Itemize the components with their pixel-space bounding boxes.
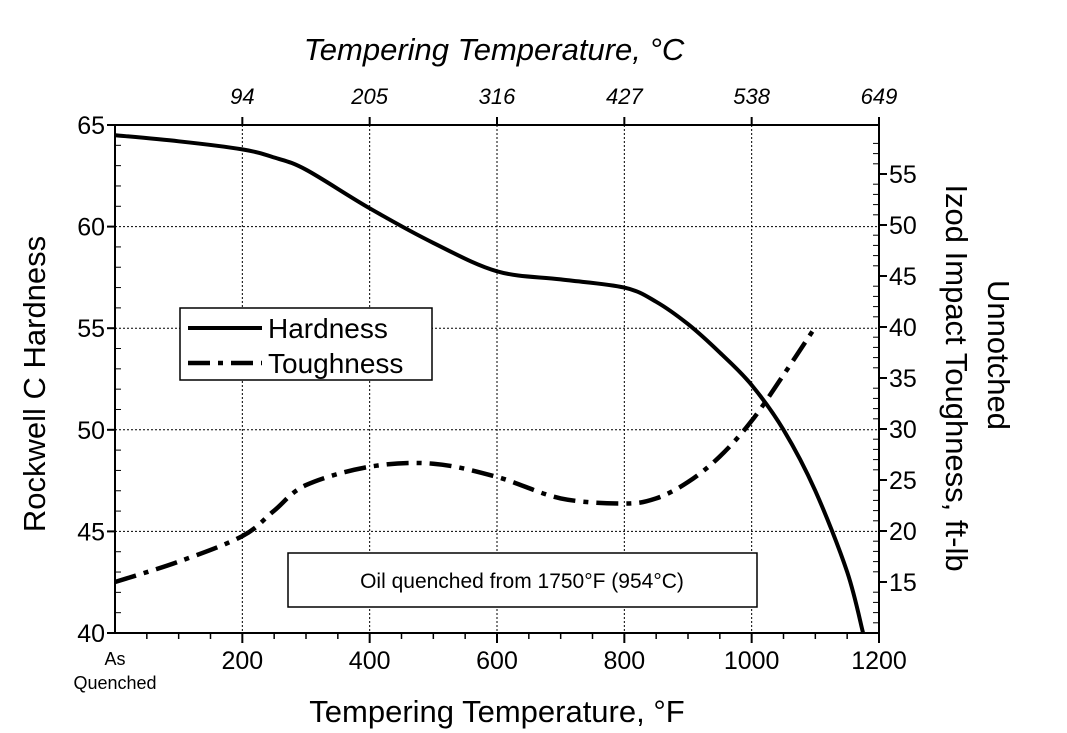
y-tick-label: 60 [77,214,105,242]
y2-tick-label: 40 [889,314,917,342]
tick-labels: 200 400 600 800 1000 1200 As Quenched 94 205 316 42… [73,84,916,693]
annotation-text: Oil quenched from 1750°F (954°C) [360,570,684,593]
annotation-box [287,552,758,608]
y-axis-title: Rockwell C Hardness [17,236,52,532]
y-tick-label: 50 [77,417,105,445]
y-tick-label: 40 [77,620,105,648]
y-tick-label: 55 [77,315,105,343]
series-layer [114,133,866,634]
x-axis-title: Tempering Temperature, °F [309,694,684,729]
x-origin-label-line1: As [104,649,125,669]
x2-tick-label: 427 [606,84,643,109]
y-tick-label: 45 [77,518,105,546]
x-origin-label-line2: Quenched [73,673,156,693]
annotation: Oil quenched from 1750°F (954°C) [287,552,758,608]
x-tick-label: 800 [603,647,645,675]
legend-label-hardness: Hardness [268,313,388,344]
x2-axis-title: Tempering Temperature, °C [304,32,685,67]
y2-axis-title-line2: Izod Impact Toughness, ft-lb [939,184,974,571]
x-tick-label: 400 [349,647,391,675]
y2-tick-label: 50 [889,212,917,240]
x2-tick-label: 649 [861,84,898,109]
y2-tick-label: 15 [889,569,917,597]
y2-tick-label: 30 [889,416,917,444]
x2-tick-label: 316 [479,84,516,109]
legend-box [179,307,433,381]
series-line-hardness [114,133,866,634]
x2-tick-label: 538 [733,84,770,109]
y2-tick-label: 55 [889,161,917,189]
legend: Hardness Toughness [179,307,433,381]
x-tick-label: 600 [476,647,518,675]
series-line-toughness [114,325,818,585]
x2-tick-label: 205 [350,84,388,109]
x-tick-label: 200 [221,647,263,675]
y2-tick-label: 20 [889,518,917,546]
tick-marks [107,117,887,643]
y-tick-label: 65 [77,112,105,140]
y2-axis-title-line1: Unnotched [981,280,1016,430]
x2-tick-label: 94 [230,84,254,109]
x-tick-label: 1000 [724,647,780,675]
legend-label-toughness: Toughness [268,348,403,379]
y2-tick-label: 35 [889,365,917,393]
y2-tick-label: 25 [889,467,917,495]
x-tick-label: 1200 [851,647,907,675]
y2-tick-label: 45 [889,263,917,291]
